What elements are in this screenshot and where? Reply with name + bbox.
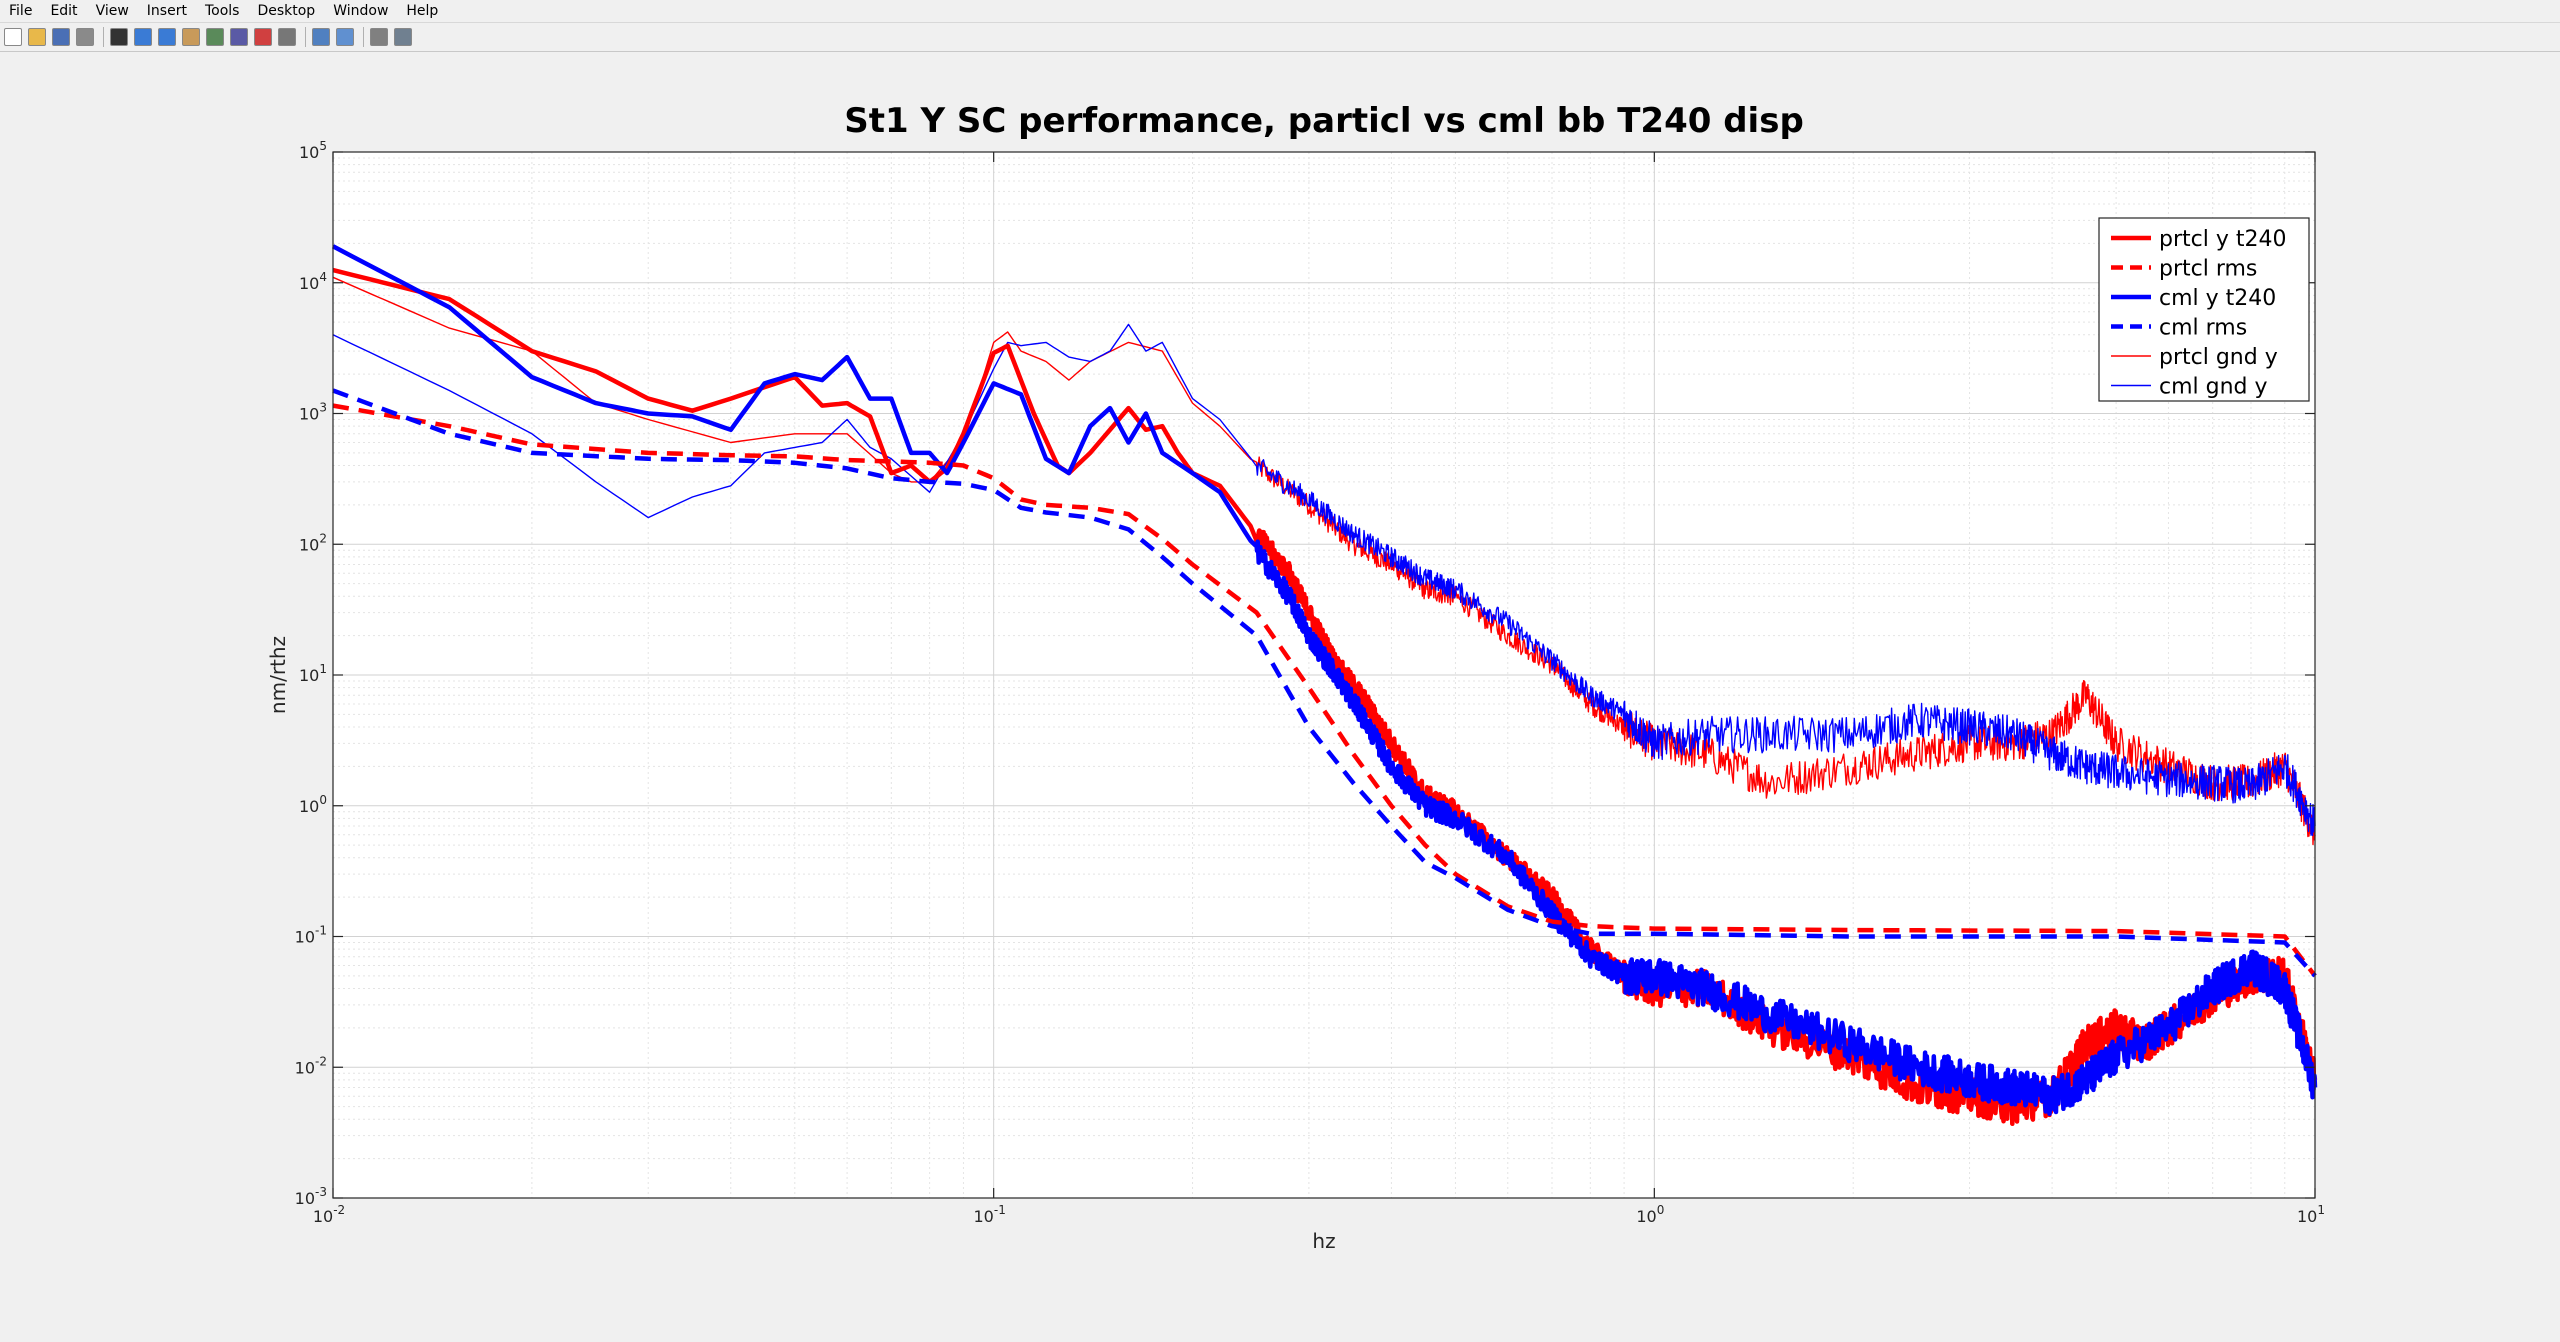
toolbar-separator — [305, 27, 306, 47]
rotate-icon[interactable] — [206, 28, 224, 46]
x-tick-exponent: 0 — [1657, 1203, 1665, 1217]
y-tick-base: 10 — [295, 1058, 315, 1077]
x-tick-label: 10-1 — [974, 1203, 1006, 1226]
y-tick-exponent: -3 — [315, 1185, 327, 1199]
menu-file[interactable]: File — [9, 3, 33, 19]
y-tick-exponent: -2 — [315, 1054, 327, 1068]
hide-plot-tools-icon[interactable] — [370, 28, 388, 46]
x-tick-exponent: 1 — [2317, 1203, 2325, 1217]
x-tick-exponent: -2 — [333, 1203, 345, 1217]
print-icon[interactable] — [76, 28, 94, 46]
y-tick-label: 103 — [299, 401, 327, 424]
y-tick-exponent: 5 — [319, 139, 327, 153]
legend-label: prtcl y t240 — [2159, 227, 2286, 252]
brush-icon[interactable] — [254, 28, 272, 46]
pointer-icon[interactable] — [110, 28, 128, 46]
y-tick-label: 105 — [299, 139, 327, 162]
y-tick-label: 102 — [299, 531, 327, 554]
zoom-out-icon[interactable] — [158, 28, 176, 46]
legend-label: prtcl rms — [2159, 257, 2257, 282]
y-axis-label: nm/rthz — [266, 636, 290, 714]
menu-window[interactable]: Window — [333, 3, 389, 19]
toolbar-separator — [363, 27, 364, 47]
y-tick-base: 10 — [299, 797, 319, 816]
y-tick-exponent: -1 — [315, 924, 327, 938]
link-plot-icon[interactable] — [278, 28, 296, 46]
menu-help[interactable]: Help — [406, 3, 439, 19]
chart: 10-2 10-1 100 10110-310-210-110010110210310… — [266, 101, 2325, 1253]
data-cursor-icon[interactable] — [230, 28, 248, 46]
y-tick-exponent: 2 — [319, 531, 327, 545]
chart-title: St1 Y SC performance, particl vs cml bb … — [844, 101, 1804, 141]
legend-label: cml y t240 — [2159, 286, 2276, 311]
save-icon[interactable] — [52, 28, 70, 46]
legend[interactable]: prtcl y t240 prtcl rms cml y t240 cml rms pr… — [2098, 217, 2310, 402]
y-tick-exponent: 0 — [319, 793, 327, 807]
series-line-cml-gnd-y — [332, 323, 2316, 837]
y-tick-label: 10-3 — [295, 1185, 327, 1208]
open-file-icon[interactable] — [28, 28, 46, 46]
y-tick-label: 10-1 — [295, 924, 327, 947]
legend-box — [2098, 217, 2310, 402]
menu-tools[interactable]: Tools — [204, 3, 240, 19]
y-tick-label: 100 — [299, 793, 327, 816]
colorbar-icon[interactable] — [312, 28, 330, 46]
menu-desktop[interactable]: Desktop — [257, 3, 316, 19]
pan-icon[interactable] — [182, 28, 200, 46]
zoom-in-icon[interactable] — [134, 28, 152, 46]
x-tick-base: 10 — [313, 1207, 333, 1226]
x-tick-label: 101 — [2297, 1203, 2325, 1226]
menu-bar: File Edit View Insert Tools Desktop Window Help — [0, 0, 2560, 23]
x-tick-label: 10-2 — [313, 1203, 345, 1226]
legend-icon[interactable] — [336, 28, 354, 46]
y-tick-base: 10 — [299, 535, 319, 554]
y-tick-base: 10 — [295, 928, 315, 947]
y-tick-label: 101 — [299, 662, 327, 685]
y-tick-base: 10 — [299, 666, 319, 685]
y-tick-base: 10 — [295, 1189, 315, 1208]
new-figure-icon[interactable] — [4, 28, 22, 46]
y-tick-label: 104 — [299, 270, 327, 293]
y-tick-exponent: 3 — [319, 401, 327, 415]
figure-canvas: 10-2 10-1 100 101 10-3 10-2 10-1 100 101 102 103 10… — [0, 52, 2560, 1338]
menu-edit[interactable]: Edit — [50, 3, 78, 19]
series-line-cml-rms — [332, 388, 2317, 978]
y-tick-exponent: 1 — [319, 662, 327, 676]
x-axis-label: hz — [1312, 1229, 1335, 1253]
legend-label: cml rms — [2159, 316, 2247, 341]
y-tick-base: 10 — [299, 143, 319, 162]
menu-insert[interactable]: Insert — [146, 3, 187, 19]
x-tick-base: 10 — [2297, 1207, 2317, 1226]
toolbar-separator — [103, 27, 104, 47]
x-tick-base: 10 — [1636, 1207, 1656, 1226]
y-tick-base: 10 — [299, 405, 319, 424]
x-tick-label: 100 — [1636, 1203, 1664, 1226]
series-line-cml-y-t240 — [331, 244, 2318, 1117]
y-tick-exponent: 4 — [319, 270, 327, 284]
legend-label: cml gnd y — [2159, 375, 2268, 400]
figure-toolbar — [0, 23, 2560, 52]
menu-view[interactable]: View — [95, 3, 129, 19]
y-tick-base: 10 — [299, 274, 319, 293]
y-tick-label: 10-2 — [295, 1054, 327, 1077]
x-tick-base: 10 — [974, 1207, 994, 1226]
show-plot-tools-icon[interactable] — [394, 28, 412, 46]
x-tick-exponent: -1 — [994, 1203, 1006, 1217]
legend-label: prtcl gnd y — [2159, 345, 2278, 370]
